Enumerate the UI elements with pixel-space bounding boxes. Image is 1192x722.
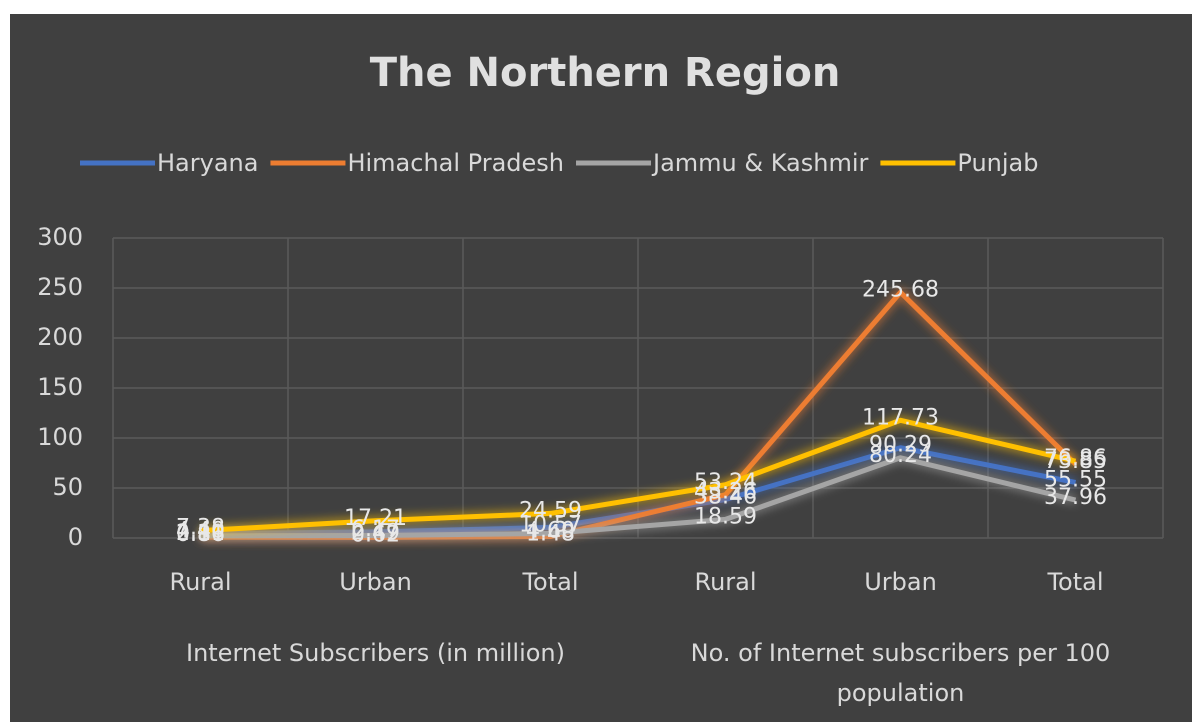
data-label: 0.86 <box>176 522 225 547</box>
data-label: 76.86 <box>1044 446 1107 471</box>
data-label: 55.55 <box>1044 467 1107 492</box>
data-label: 2.49 <box>351 521 400 546</box>
data-label: 43.26 <box>694 480 757 505</box>
legend-label: Himachal Pradesh <box>347 149 564 177</box>
data-label: 245.68 <box>862 277 939 302</box>
series-line <box>200 455 1077 539</box>
data-label: 80.24 <box>869 443 932 468</box>
data-label: 18.59 <box>694 504 757 529</box>
y-tick-label: 150 <box>37 373 83 401</box>
data-label: 10.57 <box>519 512 582 537</box>
data-label: 6.17 <box>351 517 400 542</box>
data-label: 53.24 <box>694 470 757 495</box>
x-tick-label: Urban <box>864 568 937 596</box>
data-label: 4.40 <box>176 519 225 544</box>
y-tick-label: 100 <box>37 423 83 451</box>
data-label: 38.46 <box>694 485 757 510</box>
x-tick-label: Rural <box>169 568 231 596</box>
y-tick-label: 250 <box>37 273 83 301</box>
legend: Haryana Himachal Pradesh Jammu & Kashmir Pu… <box>80 149 1039 177</box>
data-label: 37.96 <box>1044 485 1107 510</box>
data-label: 2.11 <box>176 521 225 546</box>
chart-area: The Northern Region 0 50 100 150 200 250 300 Ru… <box>10 14 1192 722</box>
data-label: 117.73 <box>862 405 939 430</box>
x-tick-label: Urban <box>339 568 412 596</box>
x-tick-label: Total <box>521 568 578 596</box>
y-tick-label: 50 <box>52 473 83 501</box>
series-line <box>200 417 1077 534</box>
y-tick-label: 0 <box>68 523 83 551</box>
data-label: 90.29 <box>869 433 932 458</box>
data-label: 7.38 <box>176 516 225 541</box>
y-tick-label: 200 <box>37 323 83 351</box>
chart: The Northern Region 0 50 100 150 200 250 300 Ru… <box>37 50 1164 596</box>
y-tick-label: 300 <box>37 223 83 251</box>
data-label: 0.62 <box>351 522 400 547</box>
x-tick-label: Total <box>1046 568 1103 596</box>
data-label: 4.60 <box>526 518 575 543</box>
legend-label: Jammu & Kashmir <box>651 149 869 177</box>
x-tick-label: Rural <box>694 568 756 596</box>
data-label: 24.59 <box>519 498 582 523</box>
legend-label: Punjab <box>957 149 1038 177</box>
data-label: 17.21 <box>344 506 407 531</box>
data-label: 1.48 <box>526 522 575 547</box>
legend-label: Haryana <box>157 149 258 177</box>
category-group-label: No. of Internet subscribers per 100 popu… <box>690 639 1111 707</box>
category-group-label: Internet Subscribers (in million) <box>185 639 566 667</box>
data-label: 73.85 <box>1044 449 1107 474</box>
chart-title: The Northern Region <box>370 50 841 96</box>
